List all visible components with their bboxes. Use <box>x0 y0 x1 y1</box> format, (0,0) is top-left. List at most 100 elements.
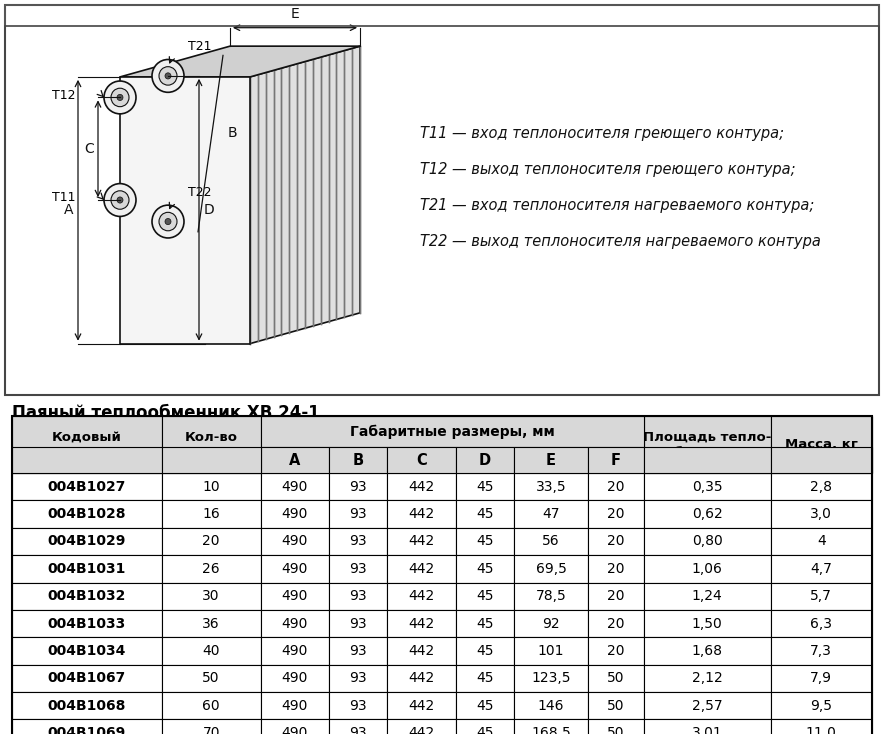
Bar <box>329 555 387 583</box>
Text: 93: 93 <box>349 589 367 603</box>
Bar <box>456 473 514 501</box>
Text: 56: 56 <box>542 534 560 548</box>
Text: 442: 442 <box>408 699 435 713</box>
Text: 490: 490 <box>282 699 308 713</box>
Bar <box>162 448 261 473</box>
Text: 004B1028: 004B1028 <box>48 507 126 521</box>
Text: 4,7: 4,7 <box>811 562 832 576</box>
Bar <box>456 637 514 665</box>
Text: 004B1027: 004B1027 <box>48 480 126 494</box>
Bar <box>644 610 771 637</box>
Text: 50: 50 <box>607 726 624 734</box>
Text: 20: 20 <box>607 507 624 521</box>
Bar <box>514 416 588 473</box>
Text: T12: T12 <box>52 89 76 102</box>
Text: 50: 50 <box>607 672 624 686</box>
Bar <box>456 719 514 734</box>
Bar <box>456 610 514 637</box>
Text: 92: 92 <box>542 617 560 631</box>
Text: 33,5: 33,5 <box>536 480 567 494</box>
Bar <box>162 665 261 692</box>
Text: 101: 101 <box>537 644 564 658</box>
Bar <box>329 473 387 501</box>
Text: 93: 93 <box>349 562 367 576</box>
Circle shape <box>152 205 184 238</box>
Text: B: B <box>353 453 364 468</box>
Text: 2,12: 2,12 <box>691 672 722 686</box>
Text: Паяный теплообменник XB 24-1: Паяный теплообменник XB 24-1 <box>12 404 320 421</box>
Bar <box>644 501 771 528</box>
Text: 93: 93 <box>349 534 367 548</box>
Text: C: C <box>84 142 94 156</box>
Bar <box>12 692 162 719</box>
Bar <box>588 610 644 637</box>
Text: Кол-во
пластин: Кол-во пластин <box>180 431 242 459</box>
Bar <box>387 692 456 719</box>
Text: 50: 50 <box>202 672 220 686</box>
Text: 20: 20 <box>607 617 624 631</box>
Text: 004B1067: 004B1067 <box>48 672 126 686</box>
Text: 93: 93 <box>349 617 367 631</box>
Bar <box>588 583 644 610</box>
Bar <box>771 692 872 719</box>
Text: 0,80: 0,80 <box>691 534 722 548</box>
Text: A: A <box>64 203 73 217</box>
Text: 168,5: 168,5 <box>531 726 571 734</box>
Circle shape <box>159 212 177 230</box>
Bar <box>12 501 162 528</box>
Bar <box>644 473 771 501</box>
Bar <box>644 637 771 665</box>
Text: 45: 45 <box>476 562 494 576</box>
Polygon shape <box>250 46 360 344</box>
Text: T11 — вход теплоносителя греющего контура;: T11 — вход теплоносителя греющего контур… <box>420 126 784 141</box>
Bar <box>771 555 872 583</box>
Bar <box>588 637 644 665</box>
Text: 93: 93 <box>349 699 367 713</box>
Text: 20: 20 <box>607 589 624 603</box>
Text: B: B <box>228 126 238 140</box>
Text: 50: 50 <box>607 699 624 713</box>
Bar <box>644 416 771 473</box>
Text: 78,5: 78,5 <box>536 589 567 603</box>
Text: 10: 10 <box>202 480 220 494</box>
Bar <box>771 501 872 528</box>
Text: 1,68: 1,68 <box>691 644 722 658</box>
Bar <box>261 637 329 665</box>
Text: E: E <box>546 453 556 468</box>
Bar <box>514 473 588 501</box>
Bar <box>12 528 162 555</box>
Circle shape <box>117 197 123 203</box>
Bar <box>644 583 771 610</box>
Bar <box>588 448 644 473</box>
Bar <box>514 448 588 473</box>
Bar <box>12 583 162 610</box>
Text: 442: 442 <box>408 480 435 494</box>
Bar <box>387 719 456 734</box>
Bar <box>387 448 456 473</box>
Text: D: D <box>479 453 492 468</box>
Bar <box>12 665 162 692</box>
Bar <box>261 416 329 473</box>
Text: F: F <box>611 453 621 468</box>
Text: 93: 93 <box>349 507 367 521</box>
Bar <box>261 473 329 501</box>
Polygon shape <box>120 77 250 344</box>
Bar <box>771 583 872 610</box>
Bar <box>514 583 588 610</box>
Bar <box>162 473 261 501</box>
Bar <box>329 501 387 528</box>
Bar <box>588 416 644 473</box>
Text: 0,62: 0,62 <box>691 507 722 521</box>
Bar <box>387 416 456 473</box>
Text: 93: 93 <box>349 644 367 658</box>
Bar <box>12 610 162 637</box>
Bar <box>387 610 456 637</box>
Bar <box>162 583 261 610</box>
Bar <box>261 610 329 637</box>
Bar <box>456 665 514 692</box>
Bar <box>771 665 872 692</box>
Text: 4: 4 <box>817 534 826 548</box>
Text: T21: T21 <box>188 40 211 54</box>
Text: 004B1033: 004B1033 <box>48 617 126 631</box>
Text: 45: 45 <box>476 534 494 548</box>
